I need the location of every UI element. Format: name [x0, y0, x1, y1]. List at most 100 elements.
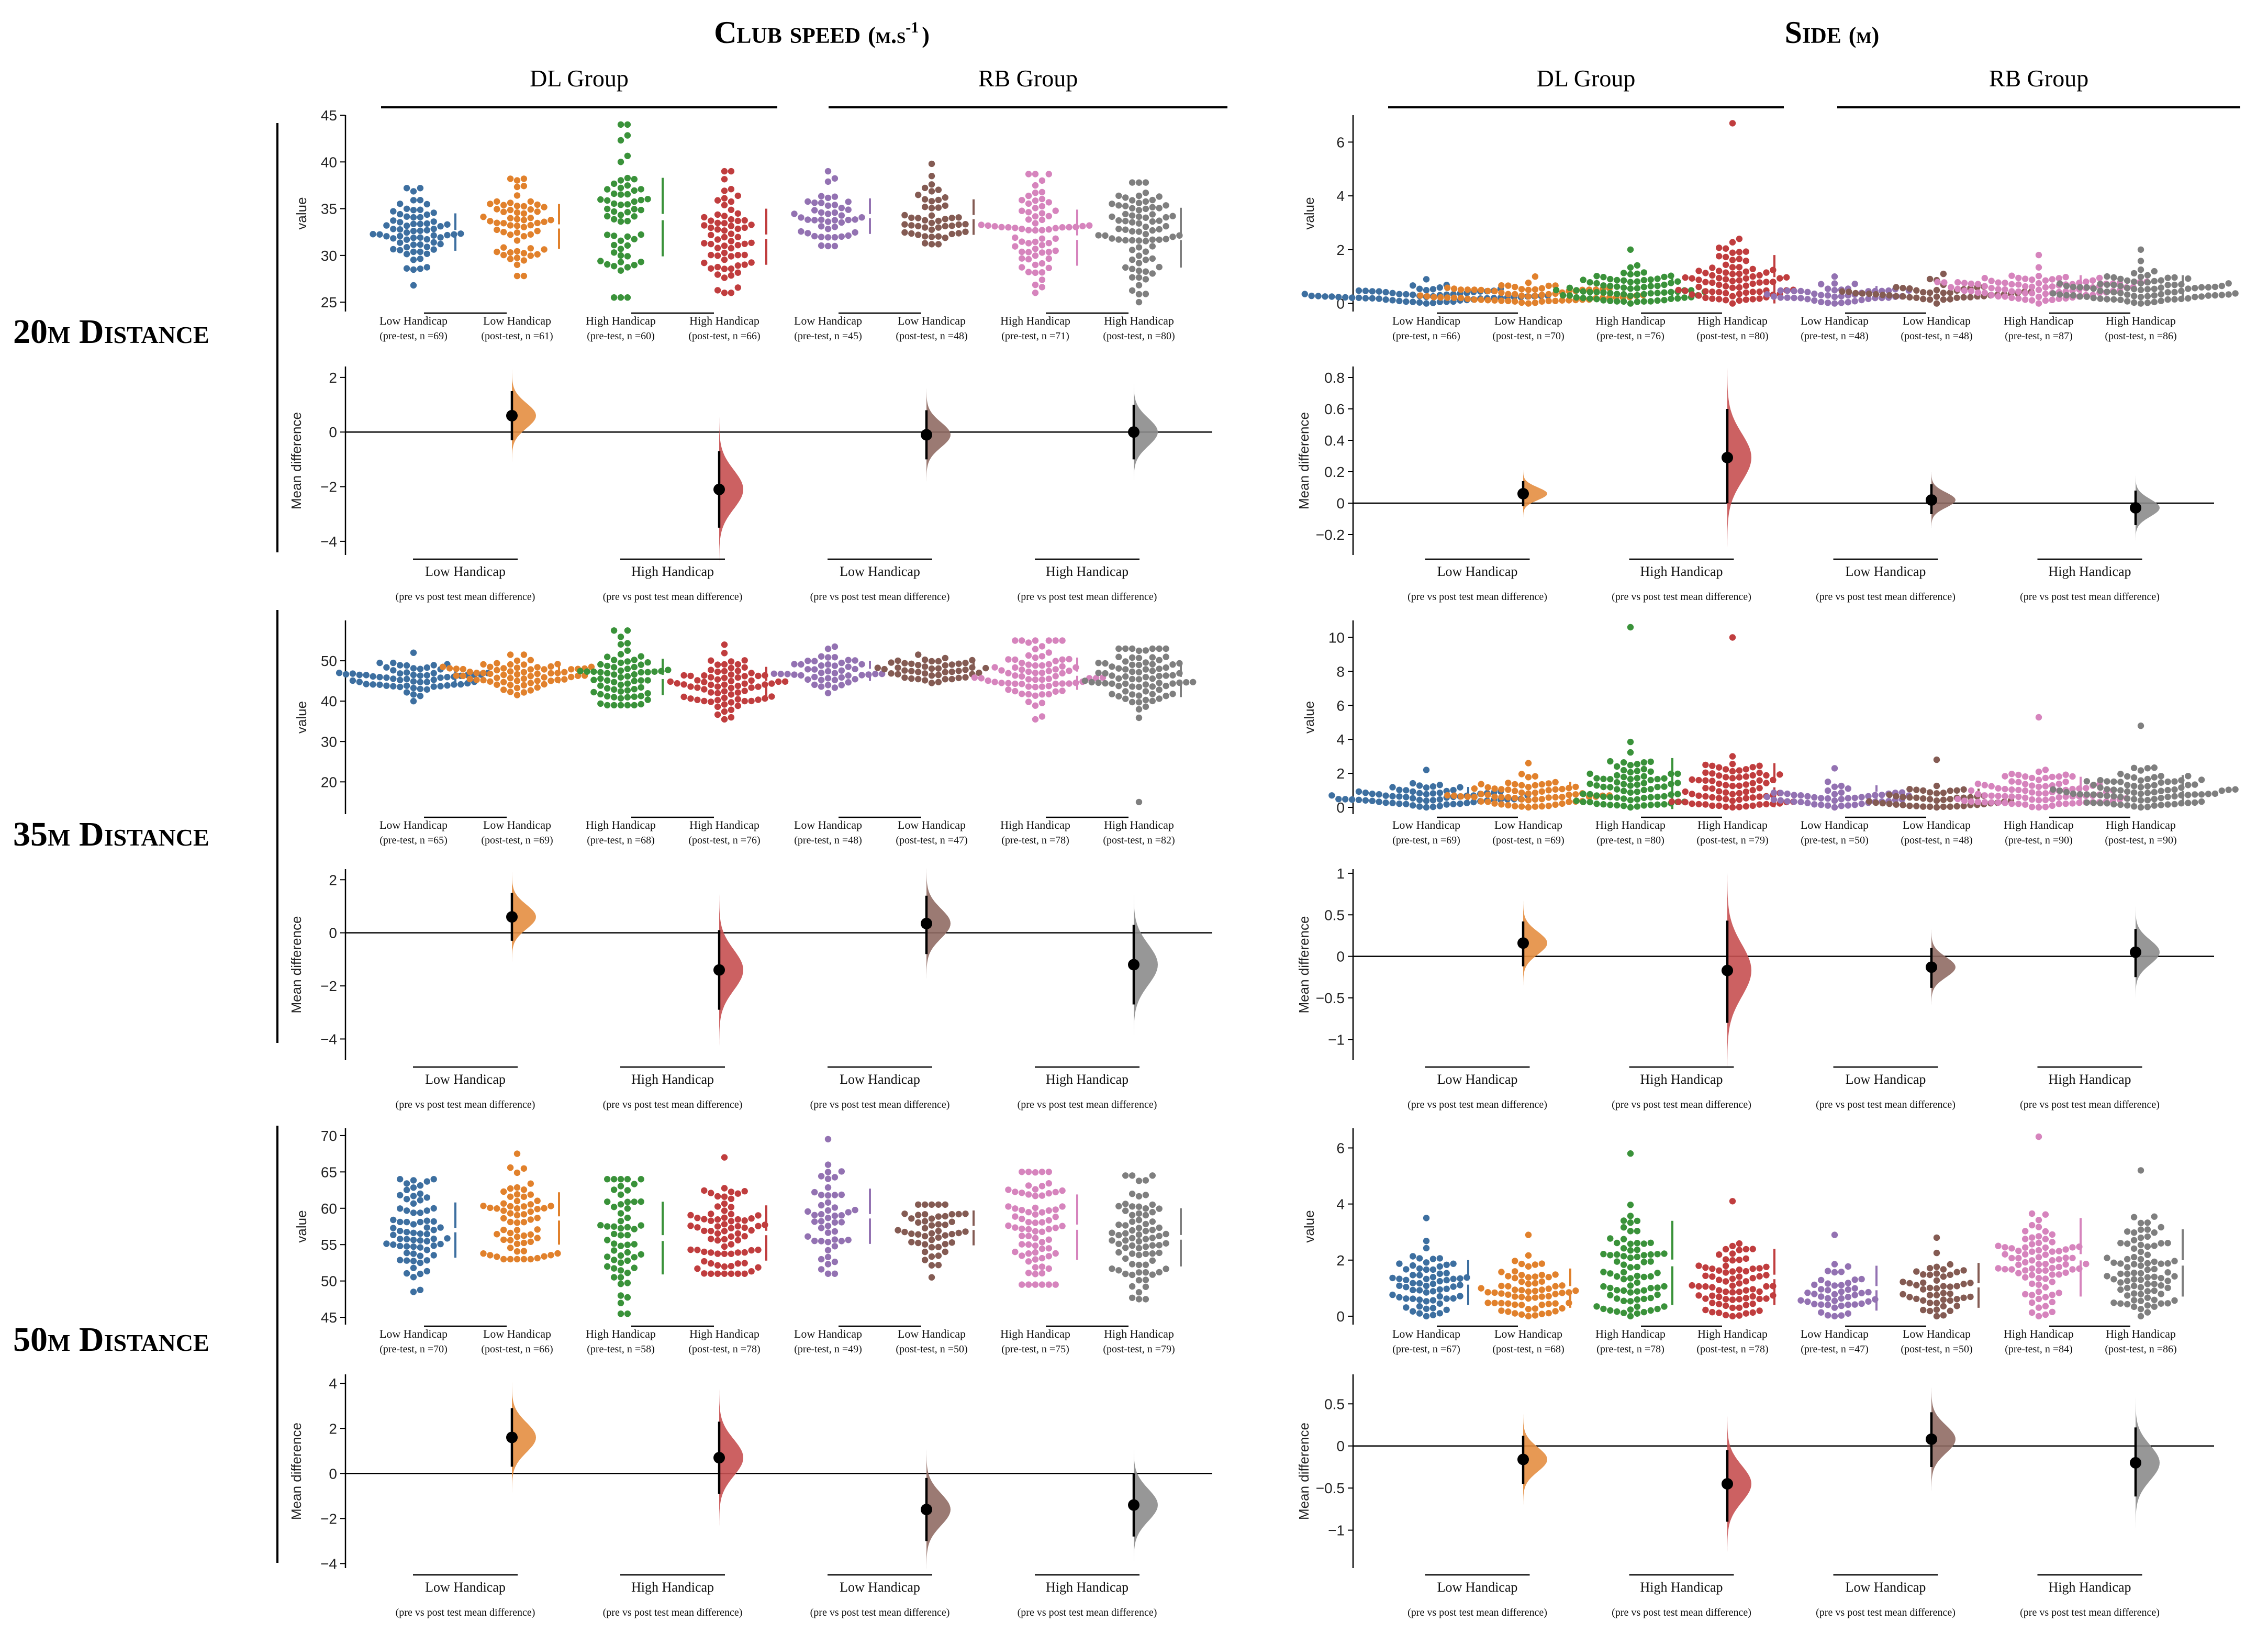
swarm-point	[631, 677, 638, 684]
swarm-point	[935, 1201, 942, 1208]
swarm-point	[1512, 1310, 1518, 1317]
swarm-point	[838, 1191, 845, 1198]
swarm-point	[1032, 261, 1039, 269]
swarm-point	[748, 239, 755, 246]
swarm-point	[1647, 1285, 1654, 1292]
swarm-point	[1012, 1248, 1019, 1256]
swarm-point	[397, 201, 404, 207]
swarm-point	[1450, 801, 1457, 808]
swarm-point	[1749, 1293, 1756, 1300]
swarm-point	[928, 219, 935, 226]
bootstrap-distribution	[1134, 883, 1158, 1046]
swarm-point	[1607, 1270, 1614, 1277]
swarm-point	[928, 1222, 935, 1229]
group-sublabel: (post-test, n =50)	[896, 1343, 967, 1355]
swarm-point	[1038, 653, 1046, 660]
swarm-point	[741, 1188, 748, 1195]
swarm-point	[2144, 1309, 2151, 1316]
swarm-point	[1038, 683, 1046, 690]
swarm-point	[1627, 1306, 1634, 1313]
group-sublabel: (pre-test, n =69)	[1392, 835, 1460, 846]
row-title-number: 35	[13, 815, 48, 853]
swarm-point	[1538, 285, 1545, 292]
swarm-point	[1532, 286, 1539, 293]
swarm-point	[527, 687, 534, 694]
swarm-point	[507, 688, 514, 695]
swarm-point	[955, 660, 962, 667]
swarm-point	[1967, 1293, 1974, 1301]
swarm-point	[928, 680, 935, 686]
swarm-point	[2171, 1273, 2178, 1280]
swarm-point	[1559, 800, 1566, 807]
diff-y-tick-label: 2	[329, 1420, 337, 1437]
group-label: High Handicap	[2004, 818, 2074, 831]
swarm-point	[417, 1252, 424, 1259]
swarm-point	[1115, 683, 1122, 690]
swarm-point	[1156, 1269, 1163, 1276]
diff-y-tick-label: 2	[329, 872, 337, 888]
group-label: Low Handicap	[379, 818, 448, 831]
swarm-point	[1838, 1295, 1845, 1302]
swarm-point	[2137, 258, 2144, 264]
swarm-point	[818, 1266, 825, 1273]
swarm-point	[403, 1236, 410, 1242]
swarm-point	[2015, 1247, 2022, 1254]
swarm-point	[1038, 216, 1046, 224]
diff-y-tick-label: −2	[320, 479, 337, 495]
swarm-point	[1142, 659, 1149, 666]
swarm-point	[1532, 803, 1539, 810]
swarm-point	[1593, 288, 1600, 296]
swarm-point	[1025, 676, 1032, 683]
swarm-point	[755, 683, 762, 690]
swarm-point	[1845, 785, 1851, 792]
swarm-point	[1614, 1273, 1621, 1280]
swarm-point	[687, 1223, 694, 1229]
swarm-point	[527, 252, 534, 259]
swarm-point	[928, 188, 935, 195]
swarm-point	[1838, 1269, 1845, 1275]
swarm-point	[858, 672, 865, 679]
swarm-point	[1736, 1288, 1743, 1295]
swarm-point	[494, 219, 500, 226]
swarm-point	[1940, 796, 1947, 803]
swarm-point	[1933, 1270, 1940, 1277]
bootstrap-distribution	[719, 888, 743, 1051]
swarm-point	[2090, 294, 2097, 302]
swarm-point	[1736, 284, 1743, 291]
swarm-point	[1109, 1265, 1115, 1272]
swarm-point	[410, 1221, 417, 1228]
swarm-point	[1580, 791, 1587, 797]
swarm-point	[908, 1239, 915, 1246]
swarm-point	[520, 1256, 528, 1263]
swarm-point	[1545, 291, 1552, 298]
swarm-point	[1122, 695, 1129, 702]
swarm-point	[2063, 292, 2070, 299]
swarm-point	[1122, 226, 1129, 233]
swarm-point	[1045, 1207, 1053, 1214]
swarm-point	[2211, 790, 2219, 797]
swarm-point	[818, 1211, 825, 1218]
row-title-2: 35m Distance	[13, 815, 209, 853]
swarm-point	[1865, 290, 1873, 297]
swarm-point	[831, 1258, 839, 1265]
swarm-point	[1722, 1246, 1729, 1253]
comparison-label: High Handicap	[2048, 1072, 2131, 1087]
swarm-point	[2151, 802, 2158, 809]
swarm-point	[1538, 803, 1545, 810]
swarm-point	[417, 1237, 424, 1244]
swarm-point	[520, 217, 528, 224]
swarm-point	[1135, 179, 1143, 186]
swarm-point	[1538, 1278, 1545, 1285]
swarm-point	[1614, 772, 1621, 779]
swarm-point	[2008, 281, 2015, 288]
group-sublabel: (pre-test, n =68)	[587, 835, 655, 846]
swarm-point	[1156, 1232, 1163, 1239]
swarm-point	[513, 254, 521, 261]
swarm-point	[2124, 782, 2131, 788]
swarm-point	[1729, 1198, 1736, 1205]
swarm-point	[708, 1236, 714, 1242]
swarm-point	[1142, 1192, 1149, 1198]
swarm-point	[1005, 670, 1012, 676]
swarm-point	[1953, 1283, 1960, 1290]
swarm-point	[1142, 224, 1149, 230]
